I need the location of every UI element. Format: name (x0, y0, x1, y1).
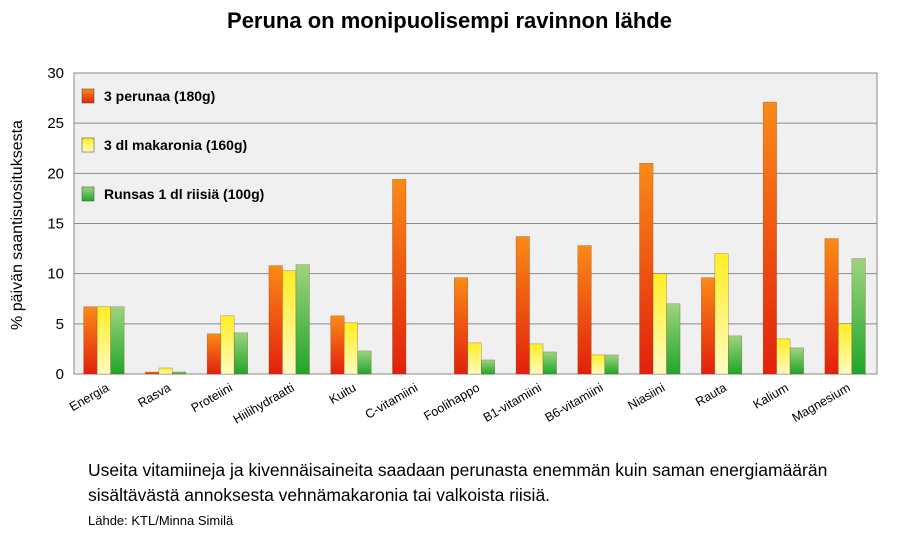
bar-1-magnesium (824, 238, 839, 375)
bars (83, 101, 866, 375)
y-tick-label: 0 (56, 366, 64, 383)
legend-swatch-2 (81, 137, 95, 153)
bar-2-niasiini (652, 273, 667, 375)
bar-3-magnesium (851, 258, 866, 375)
x-tick-label: Energia (67, 380, 111, 414)
bar-3-b1-vitamiini (542, 351, 557, 375)
x-tick-label: Kalium (751, 380, 791, 411)
bar-1-c-vitamiini (392, 179, 407, 375)
bar-3-foolihappo (481, 359, 495, 375)
bar-1-foolihappo (454, 277, 468, 375)
bar-3-energia (110, 306, 125, 375)
legend-label-3: Runsas 1 dl riisiä (100g) (104, 186, 264, 202)
bar-2-foolihappo (467, 342, 482, 375)
bar-1-rauta (701, 277, 716, 375)
bar-3-proteiini (233, 332, 248, 375)
bar-1-niasiini (639, 163, 654, 375)
legend-swatch-3 (81, 186, 95, 202)
y-axis-label: % päivän saantisuosituksesta (9, 120, 26, 330)
x-tick-label: Kuitu (327, 380, 359, 406)
y-tick-label: 15 (47, 216, 64, 233)
legend-swatch-1 (81, 88, 95, 104)
y-tick-labels: 0 5 10 15 20 25 30 (47, 65, 64, 383)
bar-3-rasva (172, 371, 187, 375)
x-tick-label: Rauta (693, 380, 729, 409)
bar-2-magnesium (838, 323, 853, 375)
x-tick-label: Niasiini (625, 380, 667, 412)
y-tick-label: 5 (56, 316, 64, 333)
bar-1-b6-vitamiini (577, 245, 592, 375)
bar-3-niasiini (666, 303, 681, 375)
bar-2-proteiini (220, 315, 235, 375)
x-tick-label: Foolihappo (421, 380, 482, 423)
bar-1-hiilihydraatti (268, 265, 283, 375)
bar-2-b1-vitamiini (529, 343, 544, 375)
y-tick-label: 10 (47, 266, 64, 283)
bar-2-kuitu (343, 322, 358, 375)
x-tick-label: C-vitamiini (363, 380, 421, 421)
bar-3-b6-vitamiini (604, 354, 619, 375)
bar-1-energia (83, 306, 98, 375)
y-tick-label: 25 (47, 115, 64, 132)
x-tick-label: Hiilihydraatti (231, 380, 297, 426)
bar-2-energia (96, 306, 111, 375)
bar-2-kalium (776, 338, 791, 375)
chart-title: Peruna on monipuolisempi ravinnon lähde (227, 8, 672, 33)
x-tick-label: Magnesium (790, 380, 853, 424)
bar-2-hiilihydraatti (282, 270, 297, 375)
x-tick-label: B6-vitamiini (543, 380, 606, 424)
bar-1-rasva (145, 371, 160, 375)
bar-1-b1-vitamiini (515, 236, 530, 375)
bar-2-rasva (158, 367, 173, 375)
bar-3-kuitu (357, 350, 372, 375)
x-tick-label: Proteiini (189, 380, 235, 415)
bar-1-kuitu (330, 315, 345, 375)
legend-label-1: 3 perunaa (180g) (104, 88, 215, 104)
legend-label-2: 3 dl makaronia (160g) (104, 137, 247, 153)
bar-2-rauta (714, 253, 729, 375)
y-tick-label: 20 (47, 165, 64, 182)
bar-2-b6-vitamiini (591, 354, 606, 375)
x-tick-label: Rasva (135, 380, 173, 410)
bar-1-kalium (762, 101, 777, 375)
bar-1-proteiini (206, 333, 221, 375)
bar-3-hiilihydraatti (295, 264, 310, 375)
caption: Useita vitamiineja ja kivennäisaineita s… (88, 460, 828, 505)
legend: 3 perunaa (180g) 3 dl makaronia (160g) Run… (81, 88, 264, 202)
bar-3-kalium (789, 347, 804, 375)
source-note: Lähde: KTL/Minna Similä (88, 513, 234, 528)
y-tick-label: 30 (47, 65, 64, 82)
grid-lines (74, 122, 877, 325)
x-tick-label: B1-vitamiini (481, 380, 544, 424)
bar-3-rauta (728, 335, 743, 375)
